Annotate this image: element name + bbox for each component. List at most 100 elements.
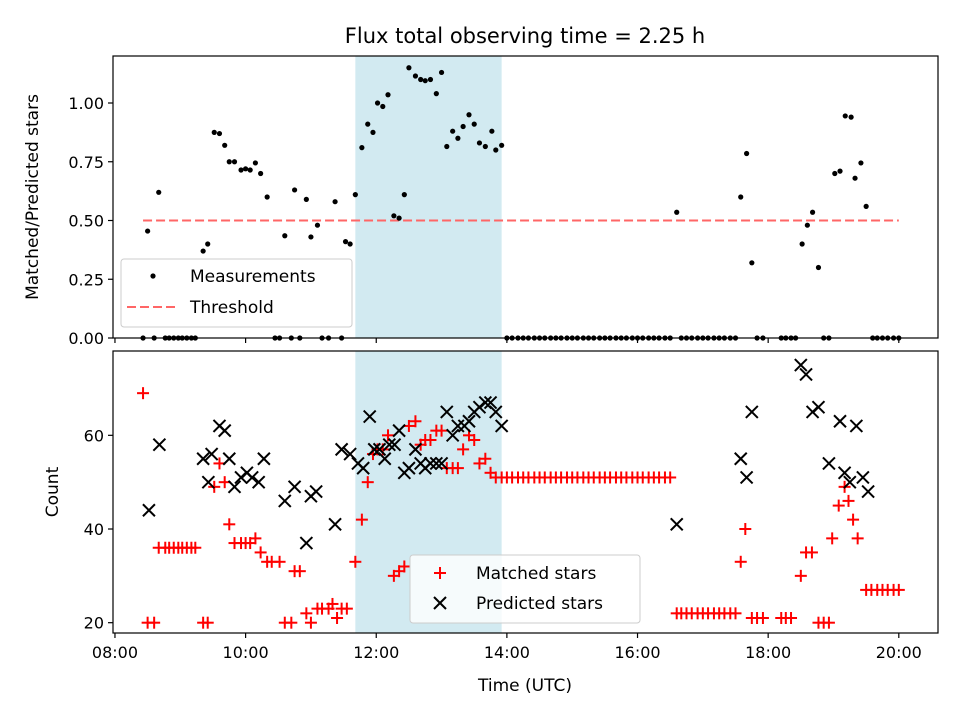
predicted-star-point <box>423 456 438 471</box>
bottom-x-tick-label: 14:00 <box>484 643 530 662</box>
measurement-point <box>804 222 810 228</box>
predicted-star-point <box>152 437 167 452</box>
matched-star-point <box>361 476 374 489</box>
predicted-star-point <box>734 452 748 466</box>
predicted-star-point <box>670 517 684 532</box>
matched-star-point <box>756 612 769 625</box>
matched-star-point <box>326 597 339 610</box>
bottom-y-axis-label: Count <box>43 466 63 517</box>
matched-star-point <box>409 415 422 428</box>
measurement-point <box>809 209 816 215</box>
predicted-star-point <box>356 461 370 475</box>
measurement-point <box>482 143 488 150</box>
measurement-point <box>427 76 434 83</box>
measurement-point <box>396 215 402 221</box>
bottom-x-tick-label: 16:00 <box>614 643 660 662</box>
bottom-y-tick-label: 40 <box>84 520 104 539</box>
measurement-point <box>243 166 249 172</box>
measurement-point <box>216 130 223 137</box>
measurement-point <box>308 234 314 240</box>
top-legend: Measurements Threshold <box>120 258 353 328</box>
measurement-point <box>145 228 151 234</box>
matched-star-point <box>424 434 437 447</box>
matched-star-point <box>734 555 747 568</box>
predicted-star-point <box>251 475 266 489</box>
legend-predicted-label: Predicted stars <box>476 594 603 614</box>
matched-star-point <box>254 546 267 559</box>
bottom-panel: 20 40 60 08:00 10:00 12:00 14:00 16:00 18:00 20:… <box>43 350 939 696</box>
predicted-star-point <box>843 475 857 489</box>
matched-star-point <box>457 443 470 456</box>
measurement-point <box>842 113 848 119</box>
predicted-star-point <box>811 400 826 414</box>
predicted-star-point <box>408 442 423 457</box>
predicted-star-point <box>334 442 349 457</box>
predicted-star-point <box>837 466 852 480</box>
x-axis-label: Time (UTC) <box>477 676 572 696</box>
bottom-legend-box <box>409 554 641 624</box>
measurement-point <box>156 189 162 195</box>
measurement-point <box>401 192 407 198</box>
matched-star-point <box>293 565 306 578</box>
top-legend-box <box>120 258 353 328</box>
matched-star-point <box>331 612 344 625</box>
top-y-ticks: 0.00 0.25 0.50 0.75 1.00 <box>68 94 113 348</box>
matched-star-point <box>273 555 286 568</box>
measurement-point <box>471 121 477 127</box>
matched-star-point <box>832 499 845 512</box>
measurement-point <box>342 239 349 245</box>
measurement-point <box>848 114 854 120</box>
measurement-point <box>205 241 211 247</box>
matched-star-point <box>300 607 313 620</box>
top-shaded-span <box>355 56 502 338</box>
measurement-point <box>444 143 450 150</box>
measurement-point <box>291 187 298 193</box>
measurement-point <box>200 248 206 254</box>
predicted-star-point <box>462 414 476 428</box>
measurement-point <box>282 233 288 239</box>
predicted-star-point <box>142 503 156 517</box>
predicted-star-point <box>445 428 460 443</box>
matched-star-point <box>892 583 905 596</box>
predicted-star-point <box>204 447 219 461</box>
measurement-point <box>852 175 858 181</box>
measurement-point <box>476 140 483 146</box>
matched-star-point <box>285 616 298 629</box>
measurement-point <box>374 100 381 106</box>
matched-star-point <box>794 569 807 582</box>
bottom-legend: Matched stars Predicted stars <box>409 554 641 624</box>
legend-threshold-label: Threshold <box>189 298 274 318</box>
measurement-point <box>489 128 495 134</box>
measurement-point <box>252 160 258 166</box>
matched-star-point <box>137 387 150 400</box>
measurement-point <box>466 112 472 118</box>
bottom-y-ticks: 20 40 60 <box>84 426 113 633</box>
predicted-star-point <box>489 405 503 419</box>
bottom-x-tick-label: 18:00 <box>745 643 791 662</box>
predicted-star-point <box>328 517 342 532</box>
top-panel: 0.00 0.25 0.50 0.75 1.00 Matched/Predicted s… <box>23 55 939 348</box>
measurement-point <box>226 159 232 165</box>
bottom-x-tick-label: 10:00 <box>223 643 269 662</box>
matched-star-point <box>729 607 742 620</box>
predicted-star-point <box>451 419 465 433</box>
predicted-star-point <box>799 367 813 382</box>
predicted-star-point <box>440 405 454 419</box>
measurement-point <box>674 209 680 215</box>
measurement-point <box>450 128 456 134</box>
predicted-star-point <box>822 456 836 471</box>
measurement-point <box>493 147 499 153</box>
matched-star-point <box>304 616 317 629</box>
measurement-point <box>433 91 439 97</box>
measurement-point <box>359 145 365 151</box>
measurement-point <box>352 192 358 198</box>
predicted-star-point <box>387 437 402 452</box>
measurement-point <box>365 121 371 127</box>
measurement-point <box>799 241 805 247</box>
legend-measurements-marker <box>150 273 156 279</box>
predicted-star-point <box>309 484 323 499</box>
matched-star-point <box>189 541 202 554</box>
matched-star-point <box>822 616 835 629</box>
matched-star-point <box>201 616 214 629</box>
top-y-tick-label: 0.00 <box>68 329 104 348</box>
